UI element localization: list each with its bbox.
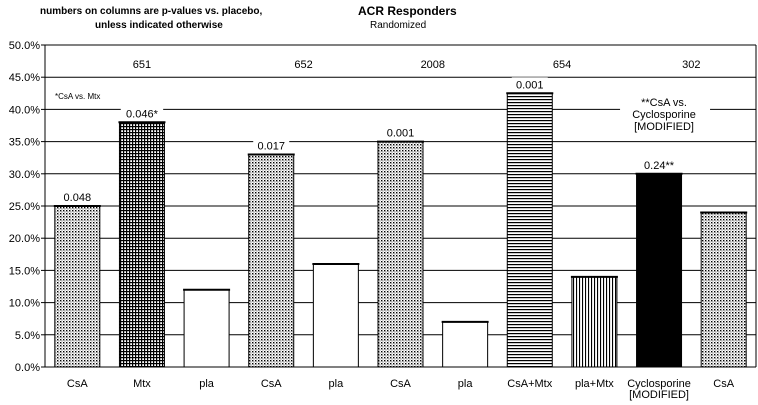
chart-title: ACR Responders [358, 4, 457, 18]
bar [183, 289, 230, 368]
category-label: CsA [390, 378, 411, 390]
study-labels: 651 652 2008 654 302 [133, 59, 701, 71]
category-label: pla+Mtx [575, 378, 614, 390]
bar [312, 263, 359, 368]
study-label: 302 [682, 59, 700, 71]
category-label: CsA+Mtx [507, 378, 552, 390]
y-tick-label: 15.0% [9, 265, 40, 277]
bar [636, 173, 683, 368]
bar [118, 121, 165, 368]
y-tick-label: 10.0% [9, 298, 40, 310]
bar-label-bg [120, 106, 164, 120]
bar [442, 321, 489, 368]
category-label: pla [329, 378, 345, 390]
category-label: Cyclosporine [627, 378, 691, 390]
bar [377, 141, 424, 368]
study-label: 651 [133, 59, 151, 71]
bar [571, 276, 618, 368]
category-label: Mtx [133, 378, 151, 390]
bar-value-label: 0.048 [64, 192, 92, 204]
y-axis: 0.0% 5.0% 10.0% 15.0% 20.0% 25.0% 30.0% 35.0% 40… [9, 40, 757, 374]
bar-value-label: 0.24** [644, 160, 675, 172]
bar [54, 205, 101, 368]
y-tick-label: 25.0% [9, 201, 40, 213]
y-tick-label: 30.0% [9, 169, 40, 181]
category-label: pla [199, 378, 215, 390]
bar [248, 153, 295, 368]
annotations: *CsA vs. Mtx **CsA vs.Cyclosporine[MODIFI… [55, 92, 711, 136]
chart-subtitle: Randomized [370, 20, 427, 31]
category-label: CsA [713, 378, 734, 390]
bar [700, 211, 747, 368]
y-tick-label: 50.0% [9, 40, 40, 52]
bar-label-bg [511, 77, 548, 91]
bar-value-label: 0.017 [257, 140, 285, 152]
footnote-cyclosporine: **CsA vs. [641, 97, 687, 109]
bars [53, 92, 748, 368]
study-label: 654 [553, 59, 571, 71]
chart-note-line1: numbers on columns are p-values vs. plac… [40, 6, 263, 17]
bar [506, 92, 553, 368]
footnote-cyclosporine: Cyclosporine [632, 109, 696, 121]
study-label: 2008 [421, 59, 445, 71]
category-label: [MODIFIED] [629, 389, 689, 401]
bar-value-label: 0.001 [387, 128, 415, 140]
x-axis: CsA Mtx pla CsA pla CsA pla CsA+Mtx pla+Mtx Cyclo… [67, 378, 735, 401]
bar-label-bg [382, 125, 419, 139]
study-label: 652 [294, 59, 312, 71]
footnote-bg [620, 95, 711, 136]
bar-label-bg [637, 157, 681, 171]
category-label: CsA [67, 378, 88, 390]
y-tick-label: 40.0% [9, 104, 40, 116]
bar-value-label: 0.046* [126, 108, 159, 120]
bar-value-label: 0.001 [516, 79, 544, 91]
y-tick-label: 45.0% [9, 72, 40, 84]
category-label: pla [458, 378, 474, 390]
footnote-cyclosporine: [MODIFIED] [634, 121, 694, 133]
bar-label-bg [59, 190, 96, 203]
y-tick-label: 20.0% [9, 233, 40, 245]
y-tick-label: 5.0% [15, 330, 40, 342]
bar-labels: 0.048 0.046* 0.017 0.001 0.001 0.24** [59, 77, 681, 204]
y-tick-label: 0.0% [15, 362, 40, 374]
bar-label-bg [253, 138, 290, 152]
y-tick-label: 35.0% [9, 137, 40, 149]
chart-note-line2: unless indicated otherwise [95, 20, 223, 31]
footnote-mtx: *CsA vs. Mtx [55, 92, 100, 101]
category-label: CsA [261, 378, 282, 390]
